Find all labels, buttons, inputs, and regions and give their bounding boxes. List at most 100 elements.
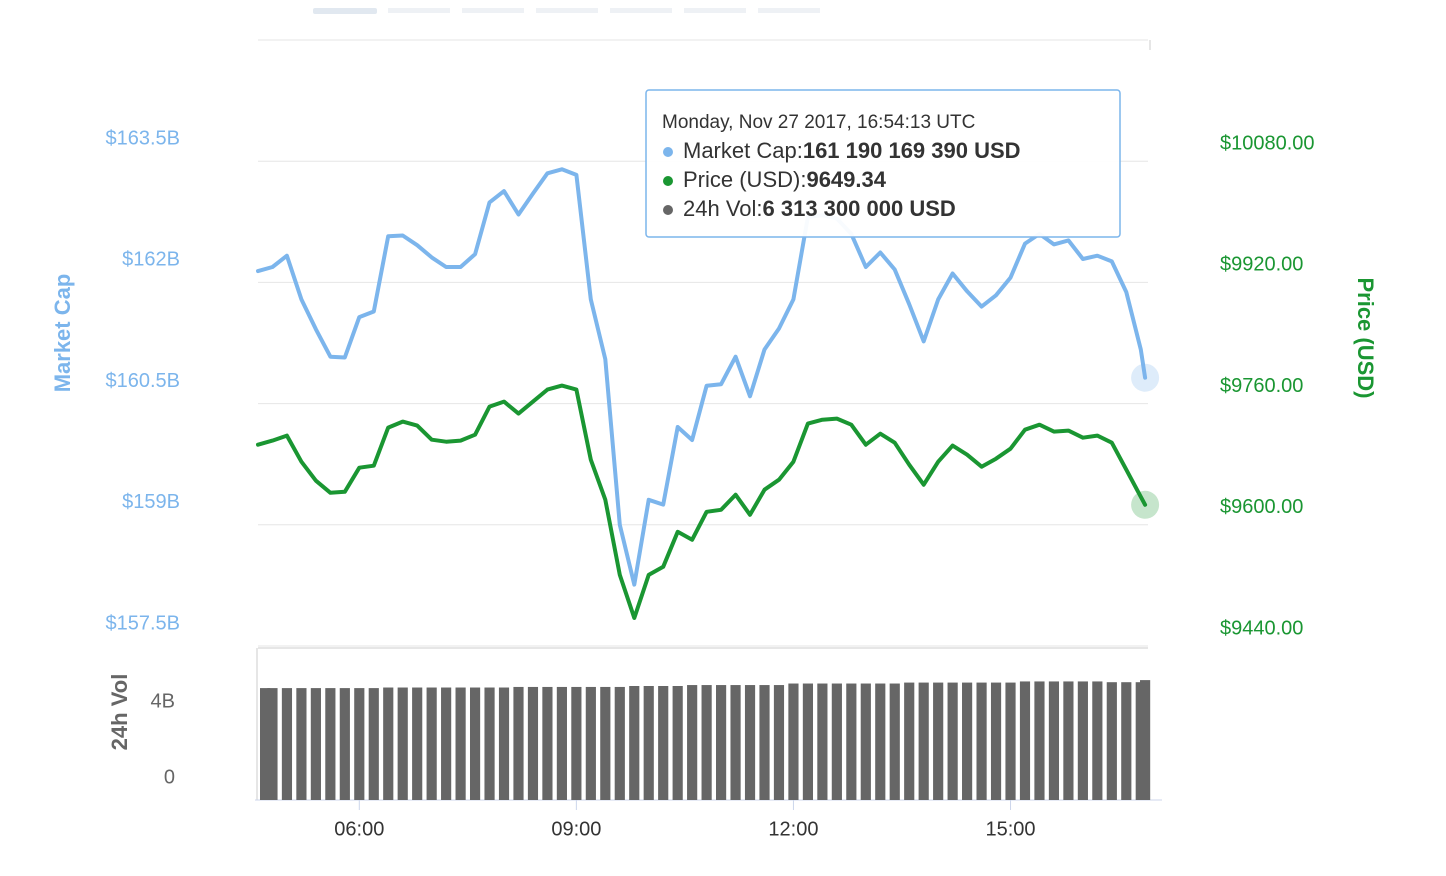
volume-bar	[701, 685, 712, 800]
volume-bar	[918, 682, 929, 800]
volume-bar	[846, 683, 857, 800]
tooltip-bullet	[663, 176, 673, 186]
volume-bar	[1005, 682, 1016, 800]
volume-bar	[933, 682, 944, 800]
tooltip-value: 6 313 300 000 USD	[763, 196, 956, 221]
range-buttons	[313, 8, 820, 14]
line-series	[256, 383, 1148, 620]
volume-bar	[643, 686, 654, 800]
volume-bar	[281, 688, 293, 800]
y2-tick-label: $10080.00	[1220, 132, 1315, 154]
volume-bar	[875, 683, 886, 800]
y2-tick-label: $9760.00	[1220, 375, 1303, 397]
volume-bar	[296, 688, 307, 800]
tooltip-label: Price (USD):	[683, 167, 806, 192]
volume-bar	[310, 688, 321, 800]
volume-bar	[976, 682, 987, 800]
y2-axis-title: Price (USD)	[1353, 277, 1378, 398]
volume-bar	[383, 687, 394, 800]
volume-bar	[1048, 681, 1060, 800]
range-button[interactable]	[684, 8, 746, 13]
volume-bar	[556, 686, 567, 800]
volume-bar	[260, 688, 271, 800]
tooltip-label: Market Cap:	[683, 138, 803, 163]
volume-bar	[412, 687, 423, 800]
x-tick-label: 15:00	[985, 818, 1035, 840]
range-button[interactable]	[610, 8, 672, 13]
tooltip-row: 24h Vol:6 313 300 000 USD	[683, 196, 956, 221]
volume-bar	[658, 686, 669, 800]
y3-axis-title: 24h Vol	[107, 674, 132, 751]
tooltip-label: 24h Vol:	[683, 196, 763, 221]
line-series	[256, 167, 1148, 587]
y2-tick-label: $9600.00	[1220, 496, 1303, 518]
volume-bar	[629, 686, 640, 800]
volume-bar	[614, 686, 625, 800]
y2-tick-label: $9440.00	[1220, 617, 1303, 639]
volume-bar	[325, 688, 336, 800]
volume-bar	[831, 683, 842, 800]
volume-bar	[513, 686, 524, 800]
volume-bar	[904, 682, 915, 800]
volume-bar	[1077, 681, 1088, 800]
tooltip-value: 161 190 169 390 USD	[803, 138, 1021, 163]
volume-bar	[788, 683, 799, 800]
y-tick-label: $157.5B	[105, 612, 180, 634]
tooltip: Monday, Nov 27 2017, 16:54:13 UTC Market…	[645, 89, 1121, 238]
y-tick-label: $163.5B	[105, 127, 180, 149]
tooltip-title: Monday, Nov 27 2017, 16:54:13 UTC	[662, 112, 975, 133]
volume-bar	[354, 688, 365, 800]
plot-area	[256, 167, 1160, 800]
volume-bar	[1092, 681, 1103, 800]
y-tick-label: $159B	[122, 491, 180, 513]
volume-bar	[687, 685, 698, 800]
range-button[interactable]	[536, 8, 598, 13]
tooltip-row: Price (USD):9649.34	[683, 167, 887, 192]
tooltip-row: Market Cap:161 190 169 390 USD	[683, 138, 1021, 163]
volume-bar	[397, 687, 408, 800]
volume-bar	[571, 686, 582, 800]
volume-bar	[498, 687, 510, 800]
volume-bar	[716, 685, 727, 800]
volume-bar	[1106, 682, 1117, 800]
range-button[interactable]	[313, 8, 377, 14]
volume-bar	[484, 687, 495, 800]
volume-bar	[802, 683, 814, 800]
y3-tick-label: 0	[164, 766, 175, 788]
volume-bar	[1019, 681, 1031, 800]
volume-bar	[1034, 681, 1045, 800]
volume-bar	[426, 687, 437, 800]
volume-bar	[527, 686, 539, 800]
x-tick-label: 12:00	[768, 818, 818, 840]
volume-bar	[759, 685, 770, 800]
volume-bar	[860, 683, 871, 800]
volume-bar	[455, 687, 466, 800]
volume-bar	[600, 686, 611, 800]
volume-bar	[339, 688, 350, 800]
y3-tick-label: 4B	[151, 690, 175, 712]
y-tick-label: $162B	[122, 249, 180, 271]
volume-bar	[1121, 682, 1132, 800]
range-button[interactable]	[758, 8, 820, 13]
volume-bar	[744, 685, 756, 800]
tooltip-bullet	[663, 205, 673, 215]
tooltip-box	[645, 89, 1121, 238]
volume-bar	[947, 682, 958, 800]
tooltip-value: 9649.34	[806, 167, 886, 192]
range-button[interactable]	[388, 8, 450, 13]
volume-bar	[1140, 680, 1151, 800]
volume-bar	[469, 687, 481, 800]
volume-bar	[585, 686, 596, 800]
y-axis-title: Market Cap	[50, 274, 75, 393]
volume-bar	[672, 686, 683, 800]
volume-bar	[542, 686, 553, 800]
range-button[interactable]	[462, 8, 524, 13]
volume-bar	[889, 683, 900, 800]
hover-halo	[1131, 363, 1160, 392]
volume-bar	[730, 685, 741, 800]
volume-bar	[368, 688, 379, 800]
y-tick-label: $160.5B	[105, 370, 180, 392]
volume-bar	[1063, 681, 1074, 800]
volume-bar	[962, 682, 973, 800]
